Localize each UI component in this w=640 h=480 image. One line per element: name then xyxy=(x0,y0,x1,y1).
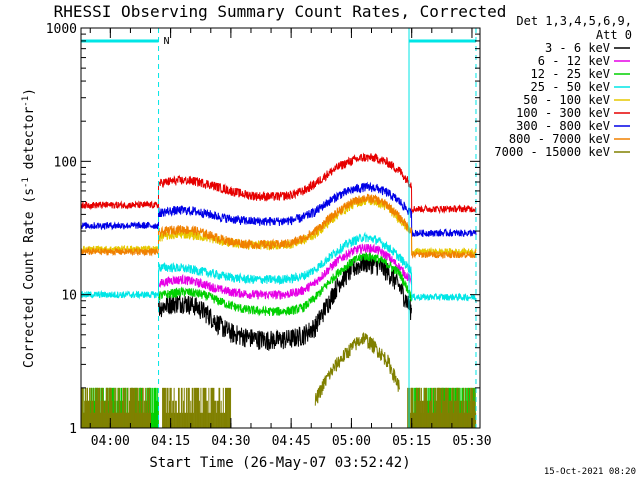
y-axis-label-mid: detector xyxy=(22,107,37,178)
series-7000-15000kev xyxy=(314,332,400,406)
legend-label: 12 - 25 keV xyxy=(531,67,610,81)
noise-olive-pre xyxy=(80,387,151,428)
series-line xyxy=(80,193,477,259)
y-axis-label-sup1: -1 xyxy=(21,177,31,188)
series-line xyxy=(314,332,400,406)
legend-label: 50 - 100 keV xyxy=(523,93,610,107)
x-tick-label: 05:15 xyxy=(392,434,431,449)
legend-label: 25 - 50 keV xyxy=(531,80,610,94)
y-axis-label-main: Corrected Count Rate (s xyxy=(22,188,37,368)
x-tick-label: 04:15 xyxy=(151,434,190,449)
axes: 1 10 100 1000 04:00 04:15 04:30 04:45 05:00 05:15… xyxy=(46,22,492,449)
chart-title: RHESSI Observing Summary Count Rates, Co… xyxy=(54,2,507,21)
night-marker-label: N xyxy=(164,36,170,47)
x-tick-label: 05:30 xyxy=(452,434,491,449)
series-line xyxy=(80,231,477,302)
legend-label: 300 - 800 keV xyxy=(516,119,610,133)
series-300-800kev xyxy=(80,181,477,238)
overlays: N xyxy=(81,28,477,428)
y-tick-label: 1 xyxy=(69,422,77,437)
series-traces xyxy=(80,152,477,428)
x-tick-label: 04:30 xyxy=(211,434,250,449)
series-12-25kev xyxy=(158,251,412,317)
series-100-300kev xyxy=(80,152,477,215)
series-25-50kev xyxy=(80,231,477,302)
x-tick-label: 04:00 xyxy=(91,434,130,449)
series-line xyxy=(158,243,412,300)
legend-label: 3 - 6 keV xyxy=(545,41,610,55)
series-line xyxy=(158,251,412,317)
noise-olive-mid xyxy=(162,387,232,428)
y-tick-label: 1000 xyxy=(46,22,77,37)
legend-label: 7000 - 15000 keV xyxy=(494,145,610,159)
low-count-noise xyxy=(80,387,477,428)
legend-label: 800 - 7000 keV xyxy=(509,132,610,146)
series-line xyxy=(80,152,477,215)
x-tick-label: 05:00 xyxy=(332,434,371,449)
noise-olive-post xyxy=(407,387,477,428)
footer-timestamp: 15-Oct-2021 08:20 xyxy=(544,467,636,477)
x-tick-label: 04:45 xyxy=(272,434,311,449)
legend-header-2: Att 0 xyxy=(596,28,632,42)
y-axis-label-end: ) xyxy=(22,88,37,96)
x-axis-label: Start Time (26-May-07 03:52:42) xyxy=(149,455,410,471)
series-line xyxy=(80,181,477,238)
y-tick-label: 10 xyxy=(61,289,77,304)
series-800-7000kev xyxy=(80,193,477,259)
y-axis-label-sup2: -1 xyxy=(21,96,31,107)
y-tick-label: 100 xyxy=(54,155,77,170)
series-3-6kev xyxy=(158,253,412,351)
y-axis-label: Corrected Count Rate (s-1 detector-1) xyxy=(21,88,37,368)
series-6-12kev xyxy=(158,243,412,300)
plot-frame xyxy=(80,27,481,429)
legend-label: 6 - 12 keV xyxy=(538,54,610,68)
legend-label: 100 - 300 keV xyxy=(516,106,610,120)
series-line xyxy=(158,253,412,351)
legend-header-1: Det 1,3,4,5,6,9, xyxy=(516,14,632,28)
